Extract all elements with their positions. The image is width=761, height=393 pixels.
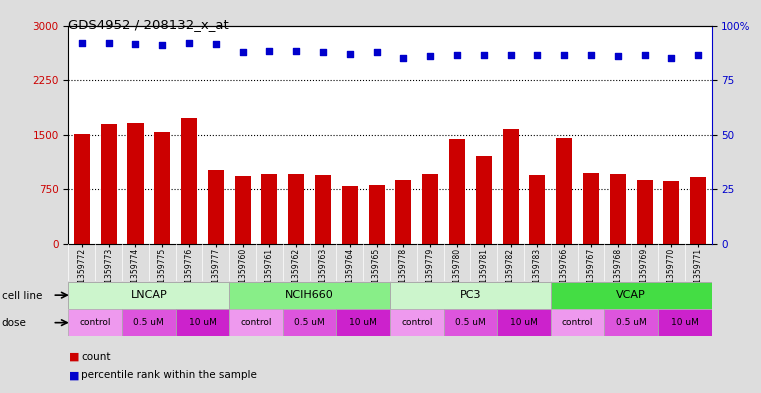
Text: 10 uM: 10 uM [189,318,216,327]
Point [424,53,436,59]
Text: count: count [81,352,111,362]
Point [397,54,409,61]
Bar [127,123,144,244]
Bar [396,180,412,244]
Text: 10 uM: 10 uM [670,318,699,327]
Point [344,51,356,57]
Text: 0.5 uM: 0.5 uM [133,318,164,327]
Bar [176,309,229,336]
Point [129,41,142,48]
Bar [502,129,519,244]
Text: control: control [562,318,594,327]
Text: GDS4952 / 208132_x_at: GDS4952 / 208132_x_at [68,18,229,31]
Point [692,52,704,59]
Bar [368,185,384,244]
Point [478,51,490,58]
Bar [551,282,712,309]
Bar [336,309,390,336]
Point [103,40,115,46]
Bar [604,309,658,336]
Bar [68,309,122,336]
Point [531,51,543,58]
Point [156,42,168,48]
Bar [68,282,229,309]
Bar [449,139,465,244]
Bar [342,186,358,244]
Text: LNCAP: LNCAP [130,290,167,300]
Bar [181,118,197,244]
Text: ■: ■ [68,352,79,362]
Bar [390,282,551,309]
Bar [234,176,250,244]
Bar [658,309,712,336]
Bar [530,175,546,244]
Bar [664,181,680,244]
Bar [122,309,176,336]
Bar [690,177,706,244]
Point [665,54,677,61]
Text: 0.5 uM: 0.5 uM [455,318,486,327]
Bar [422,174,438,244]
Text: control: control [80,318,111,327]
Text: 0.5 uM: 0.5 uM [295,318,325,327]
Bar [390,309,444,336]
Bar [497,309,551,336]
Point [237,49,249,55]
Point [638,51,651,58]
Text: control: control [401,318,432,327]
Point [371,49,383,55]
Text: 10 uM: 10 uM [349,318,377,327]
Text: cell line: cell line [2,290,42,301]
Bar [74,134,90,244]
Bar [476,156,492,244]
Point [183,40,195,46]
Bar [444,309,497,336]
Bar [283,309,336,336]
Text: control: control [240,318,272,327]
Point [263,48,275,54]
Point [451,51,463,58]
Text: NCIH660: NCIH660 [285,290,334,300]
Bar [208,170,224,244]
Point [76,40,88,46]
Text: PC3: PC3 [460,290,481,300]
Point [558,51,570,58]
Text: percentile rank within the sample: percentile rank within the sample [81,370,257,380]
Text: 10 uM: 10 uM [510,318,538,327]
Bar [261,174,278,244]
Bar [583,173,599,244]
Point [505,51,517,58]
Bar [551,309,604,336]
Point [585,52,597,59]
Point [290,48,302,54]
Bar [229,309,283,336]
Bar [288,174,304,244]
Bar [315,175,331,244]
Point [210,41,222,48]
Bar [100,125,116,244]
Text: dose: dose [2,318,27,328]
Text: ■: ■ [68,370,79,380]
Text: 0.5 uM: 0.5 uM [616,318,647,327]
Point [317,49,329,55]
Bar [636,180,653,244]
Point [612,53,624,59]
Bar [610,174,626,244]
Bar [154,132,170,244]
Bar [556,138,572,244]
Bar [229,282,390,309]
Text: VCAP: VCAP [616,290,646,300]
